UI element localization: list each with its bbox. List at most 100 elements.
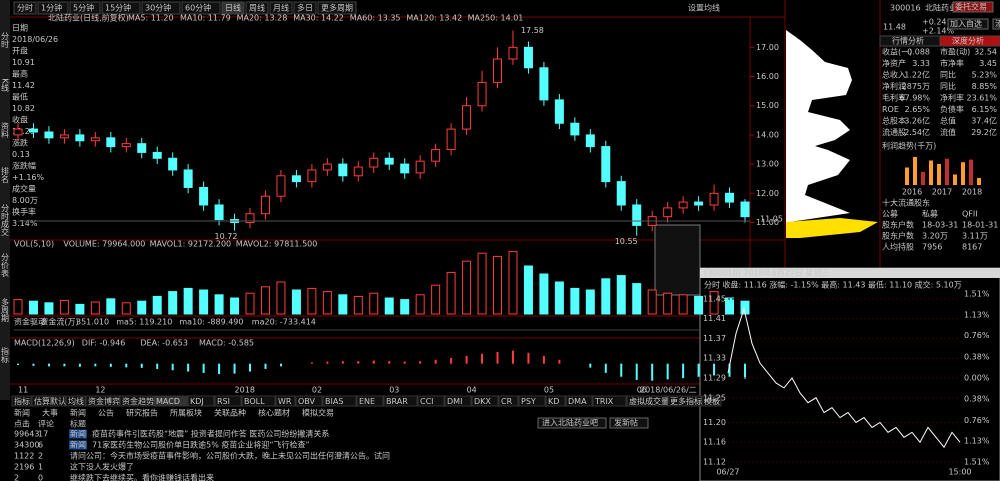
indicator-tab[interactable] xyxy=(11,395,32,407)
left-tab[interactable]: 资料 xyxy=(1,121,10,139)
indicator-tab[interactable] xyxy=(119,395,154,407)
indicator-tab[interactable] xyxy=(545,395,566,407)
indicator-tab[interactable] xyxy=(701,395,722,407)
period-label[interactable]: 30分钟 xyxy=(145,3,171,13)
indicator-tab[interactable] xyxy=(275,395,296,407)
left-tab[interactable]: 分价表 xyxy=(1,253,10,278)
indicator-tab[interactable] xyxy=(383,395,418,407)
indicator-tab-label[interactable]: 估算默认 xyxy=(34,396,66,406)
period-button[interactable] xyxy=(269,1,293,15)
left-tab[interactable]: 多周期 xyxy=(1,297,10,323)
period-button[interactable] xyxy=(69,1,101,15)
panel-tab-label[interactable]: 深度分析 xyxy=(952,36,984,46)
indicator-tab-label[interactable]: BRAR xyxy=(386,397,408,406)
indicator-tab[interactable] xyxy=(85,395,120,407)
indicator-tab-label[interactable]: KDJ xyxy=(190,397,204,406)
news-button[interactable] xyxy=(609,417,649,429)
period-label[interactable]: 月线 xyxy=(273,3,289,13)
indicator-tab[interactable] xyxy=(592,395,627,407)
news-tab[interactable]: 所属板块 xyxy=(170,408,202,418)
news-title[interactable]: 这下没人发火爆了 xyxy=(70,462,134,472)
news-tab[interactable]: 模拟交易 xyxy=(302,408,334,418)
period-button[interactable] xyxy=(141,1,181,15)
period-label[interactable]: 分时 xyxy=(17,3,33,13)
news-title[interactable]: 疫苗药事件引医药股“地震” 投资者提问作答 医药公司纷纷撇清关系 xyxy=(92,429,329,439)
period-label[interactable]: 日线 xyxy=(225,3,241,13)
indicator-tab-label[interactable]: BOLL xyxy=(244,397,265,406)
indicator-tab-label[interactable]: 模板 xyxy=(704,396,720,406)
left-tab[interactable]: 指标 xyxy=(1,346,10,364)
panel-button-label[interactable]: 委托交易 xyxy=(955,2,987,12)
period-label[interactable]: 多日 xyxy=(297,3,313,13)
left-tab[interactable]: 分时成交 xyxy=(1,204,10,237)
indicator-tab[interactable] xyxy=(356,395,384,407)
indicator-tab[interactable] xyxy=(295,395,323,407)
indicator-tab-label[interactable]: 资金博弈 xyxy=(88,396,120,406)
indicator-tab[interactable] xyxy=(241,395,276,407)
period-label[interactable]: 1分钟 xyxy=(41,3,62,13)
panel-button-label[interactable]: 添加预警 xyxy=(995,19,1000,29)
news-button-label[interactable]: 进入北陆药业吧 xyxy=(542,418,598,428)
period-button[interactable] xyxy=(37,1,69,15)
panel-button[interactable] xyxy=(947,18,989,30)
indicator-tab-label[interactable]: WR xyxy=(278,397,292,406)
period-label[interactable]: 周线 xyxy=(249,3,265,13)
indicator-tab[interactable] xyxy=(153,395,188,407)
indicator-tab[interactable] xyxy=(65,395,86,407)
indicator-tab[interactable] xyxy=(626,395,668,407)
panel-button-label[interactable]: 加入自选 xyxy=(950,19,982,29)
news-title[interactable]: 继续跌下去继续买。看你谁赚钱话看出来 xyxy=(70,473,214,481)
indicator-tab[interactable] xyxy=(498,395,519,407)
period-button[interactable] xyxy=(181,1,221,15)
period-label[interactable]: 5分钟 xyxy=(73,3,94,13)
left-tab[interactable]: 排名 xyxy=(1,166,10,184)
period-label[interactable]: 15分钟 xyxy=(105,3,131,13)
period-label[interactable]: 更多周期 xyxy=(321,3,353,13)
indicator-tab[interactable] xyxy=(444,395,472,407)
news-tab[interactable]: 大事 xyxy=(42,408,58,418)
indicator-tab[interactable] xyxy=(565,395,593,407)
indicator-tab-label[interactable]: 资金趋势 xyxy=(122,396,154,406)
indicator-tab-label[interactable]: MACD xyxy=(156,397,180,406)
panel-button[interactable] xyxy=(952,1,994,13)
indicator-tab-label[interactable]: RSI xyxy=(217,397,230,406)
indicator-tab-label[interactable]: 均线 xyxy=(68,396,84,406)
period-button[interactable] xyxy=(245,1,269,15)
indicator-tab-label[interactable]: CCI xyxy=(420,397,434,406)
period-button[interactable] xyxy=(317,1,357,15)
news-tab[interactable]: 公告 xyxy=(98,408,114,418)
period-label[interactable]: 60分钟 xyxy=(185,3,211,13)
left-tab[interactable]: K线 xyxy=(1,78,10,91)
news-tab[interactable]: 新闻 xyxy=(14,408,30,418)
period-button[interactable] xyxy=(101,1,141,15)
panel-button[interactable] xyxy=(992,18,1000,30)
indicator-tab[interactable] xyxy=(214,395,242,407)
ma-setting[interactable]: 设置均线 xyxy=(688,3,720,13)
panel-tab-label[interactable]: 行情分析 xyxy=(892,36,924,46)
indicator-tab-label[interactable]: ENE xyxy=(359,397,375,406)
indicator-tab-label[interactable]: KD xyxy=(548,397,559,406)
indicator-tab[interactable] xyxy=(417,395,445,407)
indicator-tab[interactable] xyxy=(322,395,357,407)
indicator-tab-label[interactable]: DKX xyxy=(474,397,491,406)
news-title[interactable]: 请问公司：今天市场受疫苗事件影响，公司股价大跌，晚上未见公司出任何澄清公告。试问 xyxy=(70,451,390,461)
news-tab[interactable]: 新闻 xyxy=(70,408,86,418)
indicator-tab[interactable] xyxy=(187,395,215,407)
period-button[interactable] xyxy=(293,1,317,15)
panel-tab[interactable] xyxy=(939,35,1000,47)
indicator-tab[interactable] xyxy=(31,395,66,407)
indicator-tab-label[interactable]: 指标 xyxy=(14,396,30,406)
indicator-tab-label[interactable]: DMI xyxy=(447,397,462,406)
indicator-tab-label[interactable]: DMA xyxy=(568,397,587,406)
indicator-tab[interactable] xyxy=(667,395,702,407)
indicator-tab-label[interactable]: TRIX xyxy=(594,397,614,406)
indicator-tab-label[interactable]: 更多指标 xyxy=(670,396,702,406)
news-button[interactable] xyxy=(537,417,607,429)
news-tab[interactable]: 研究报告 xyxy=(126,408,158,418)
indicator-tab[interactable] xyxy=(471,395,499,407)
indicator-tab-label[interactable]: PSY xyxy=(521,397,536,406)
period-button[interactable] xyxy=(221,1,245,15)
news-tab[interactable]: 核心题材 xyxy=(258,408,290,418)
left-tab[interactable]: 分时 xyxy=(1,32,10,48)
news-title[interactable]: 71家医药生物公司股价单日跌逾5% 疫苗企业将迎“飞行检查” xyxy=(92,440,310,450)
